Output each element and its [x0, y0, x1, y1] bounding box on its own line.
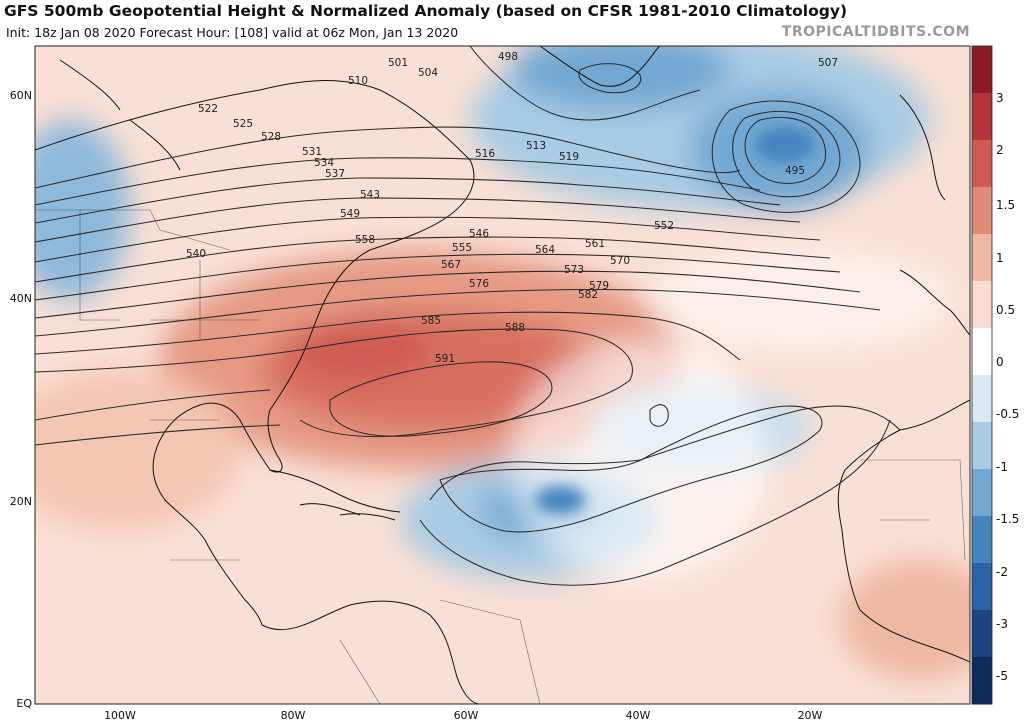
colorbar-segment	[972, 140, 992, 188]
contour-label: 522	[198, 103, 218, 115]
colorbar-segment	[972, 46, 992, 94]
contour-label: 552	[654, 220, 674, 232]
map-subtitle: Init: 18z Jan 08 2020 Forecast Hour: [10…	[6, 25, 459, 40]
contour-label: 582	[578, 289, 598, 301]
contour-label: 504	[418, 67, 438, 79]
colorbar-label: -0.5	[996, 407, 1020, 421]
contour-label: 549	[340, 208, 360, 220]
colorbar-segment	[972, 563, 992, 611]
contour-label: 537	[325, 168, 345, 180]
colorbar-label: -1.5	[996, 512, 1020, 526]
contour-label: 564	[535, 244, 555, 256]
contour-label: 519	[559, 151, 579, 163]
contour-label: 495	[785, 165, 805, 177]
colorbar-segment	[972, 328, 992, 376]
height-contours	[35, 46, 901, 586]
contour-label: 525	[233, 118, 253, 130]
colorbar-label: 0	[996, 355, 1004, 369]
political-borders	[35, 209, 966, 704]
map-title: GFS 500mb Geopotential Height & Normaliz…	[4, 2, 848, 20]
contour-label: 531	[302, 146, 322, 158]
contour-label: 534	[314, 157, 334, 169]
colorbar	[971, 45, 993, 705]
colorbar-frame	[971, 45, 993, 705]
contour-label: 588	[505, 322, 525, 334]
lat-label: 20N	[9, 495, 32, 508]
lat-label: 40N	[9, 292, 32, 305]
contour-label: 555	[452, 242, 472, 254]
lon-label: 60W	[453, 709, 479, 722]
colorbar-label: -5	[996, 669, 1008, 683]
contour-label: 498	[498, 51, 518, 63]
contour-label: 561	[585, 238, 605, 250]
brand-watermark: TROPICALTIDBITS.COM	[781, 24, 970, 40]
contour-label: 516	[475, 148, 495, 160]
colorbar-segment	[972, 422, 992, 470]
contour-label: 567	[441, 259, 461, 271]
contour-label: 513	[526, 140, 546, 152]
contour-label: 573	[564, 264, 584, 276]
contour-label: 543	[360, 189, 380, 201]
contour-label: 507	[818, 57, 838, 69]
lon-label: 20W	[797, 709, 823, 722]
colorbar-label: 1.5	[996, 198, 1016, 212]
lat-label: EQ	[16, 697, 32, 710]
contour-label: 570	[610, 255, 630, 267]
colorbar-segment	[972, 516, 992, 564]
lat-label: 60N	[9, 89, 32, 102]
colorbar-label: -3	[996, 617, 1008, 631]
colorbar-label: 3	[996, 91, 1004, 105]
contour-label: 585	[421, 315, 441, 327]
colorbar-label: 0.5	[996, 303, 1016, 317]
lon-label: 100W	[104, 709, 136, 722]
colorbar-segment	[972, 610, 992, 658]
colorbar-label: 2	[996, 143, 1004, 157]
contour-label: 579	[589, 280, 609, 292]
colorbar-segment	[972, 281, 992, 329]
contour-label: 546	[469, 228, 489, 240]
lon-label: 40W	[625, 709, 651, 722]
colorbar-segment	[972, 187, 992, 235]
map-area	[35, 46, 970, 704]
contour-label: 501	[388, 57, 408, 69]
colorbar-segment	[972, 469, 992, 517]
colorbar-segment	[972, 375, 992, 423]
contour-label: 510	[348, 75, 368, 87]
contour-label: 558	[355, 234, 375, 246]
colorbar-segment	[972, 234, 992, 282]
contour-label: 540	[186, 248, 206, 260]
contour-labels: 498 501 504 507 510 513 516 519 522 525 …	[186, 51, 838, 365]
colorbar-segment	[972, 93, 992, 141]
colorbar-label: -1	[996, 460, 1008, 474]
colorbar-segment	[972, 657, 992, 705]
contour-label: 576	[469, 278, 489, 290]
lon-label: 80W	[280, 709, 306, 722]
colorbar-label: -2	[996, 565, 1008, 579]
contour-label: 528	[261, 131, 281, 143]
contour-label: 591	[435, 353, 455, 365]
colorbar-label: 1	[996, 251, 1004, 265]
